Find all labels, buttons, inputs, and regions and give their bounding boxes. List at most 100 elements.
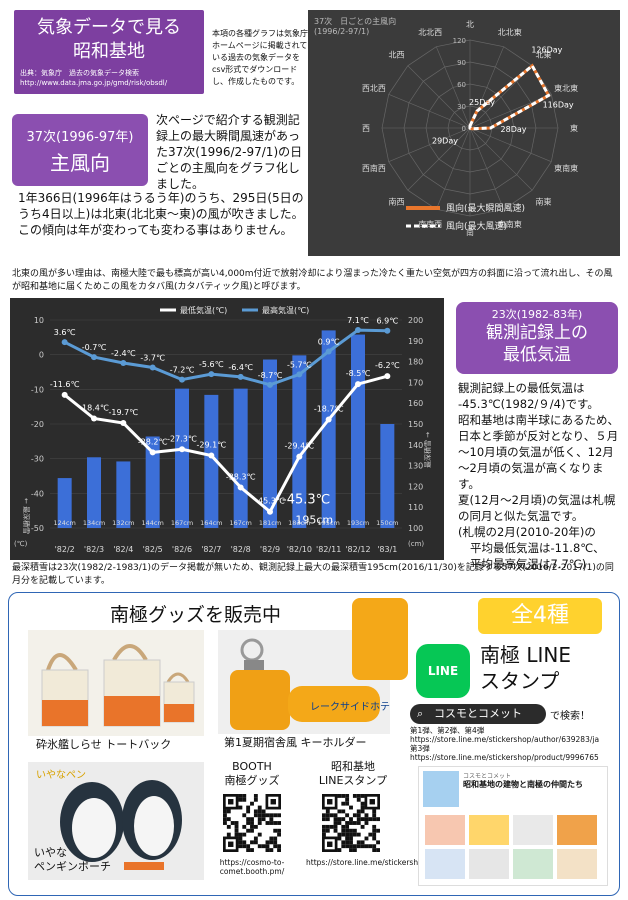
search-icon: ⌕ bbox=[417, 707, 424, 720]
radar-day-label: 29Day bbox=[432, 136, 458, 145]
qr-module bbox=[372, 813, 377, 818]
sticker-preview-card[interactable]: コスモとコメット 昭和基地の建物と南極の仲間たち bbox=[418, 766, 608, 886]
snow-depth-note: 最深積雪は23次(1982/2-1983/1)のデータ掲載が無いため、観測記録上… bbox=[12, 563, 614, 586]
left-tick-label: -50 bbox=[31, 524, 44, 533]
min-temp-data-label: -18.4℃ bbox=[79, 403, 109, 412]
qr-module bbox=[372, 832, 377, 837]
snow-bar-label: 195cm bbox=[318, 519, 340, 527]
radar-direction-label: 南 bbox=[466, 227, 474, 237]
radar-direction-label: 南南東 bbox=[498, 219, 522, 229]
radar-direction-label: 南南西 bbox=[418, 219, 442, 229]
wind-badge-title: 主風向 bbox=[50, 151, 110, 175]
qr-module bbox=[277, 832, 281, 837]
min-temp-data-label: -11.6℃ bbox=[50, 380, 80, 389]
snow-bar bbox=[233, 388, 248, 528]
radar-ring-label: 30 bbox=[457, 103, 466, 111]
qr-module bbox=[325, 813, 330, 818]
qr-module bbox=[234, 828, 239, 833]
low-text-2: -45.3℃(1982/９/4)です。 bbox=[458, 397, 599, 411]
min-temp-data-label: -18.7℃ bbox=[314, 404, 344, 413]
qr-module bbox=[257, 817, 262, 822]
qr-module bbox=[261, 813, 266, 818]
max-temp-data-label: 6.9℃ bbox=[376, 317, 398, 326]
qr-module bbox=[356, 794, 361, 798]
qr-module bbox=[356, 821, 361, 825]
search-pill-label: コスモとコメット bbox=[434, 707, 522, 720]
right-tick-label: 200 bbox=[408, 316, 423, 325]
x-tick-label: '82/5 bbox=[143, 545, 163, 554]
max-temp-data-label: -7.2℃ bbox=[170, 366, 195, 375]
qr-finder-core bbox=[327, 841, 333, 847]
snow-bar-label: 164cm bbox=[200, 519, 222, 527]
min-temp-point bbox=[325, 416, 332, 423]
snow-bar bbox=[87, 457, 101, 528]
qr-module bbox=[250, 828, 254, 833]
radar-direction-label: 西南西 bbox=[362, 163, 386, 173]
qr-module bbox=[345, 794, 350, 798]
sticker-card-author: コスモとコメット bbox=[463, 773, 512, 780]
max-temp-point bbox=[61, 339, 68, 346]
qr-module bbox=[253, 813, 258, 818]
qr-module bbox=[257, 832, 262, 837]
right-tick-label: 110 bbox=[408, 503, 423, 512]
booth-label-line2: 南極グッズ bbox=[224, 774, 280, 787]
keyholder-photo: レークサイドホテル bbox=[218, 630, 400, 734]
line-qr-label-line1: 昭和基地 bbox=[331, 760, 375, 773]
line-qr-code[interactable] bbox=[322, 794, 380, 852]
legend-min-label: 最低気温(℃) bbox=[180, 305, 227, 315]
min-temp-point bbox=[384, 373, 391, 380]
title-line1: 気象データで見る bbox=[37, 17, 181, 38]
qr-module bbox=[337, 817, 342, 822]
snow-bar bbox=[57, 478, 72, 528]
line-qr-label: 昭和基地 LINEスタンプ bbox=[306, 760, 400, 788]
qr-module bbox=[246, 821, 251, 825]
qr-module bbox=[333, 817, 338, 822]
source-url[interactable]: http://www.data.jma.go.jp/gmd/risk/obsdl… bbox=[20, 79, 168, 87]
low-temp-text: 観測記録上の最低気温は -45.3℃(1982/９/4)です。 昭和基地は南半球… bbox=[458, 380, 622, 572]
qr-module bbox=[356, 832, 361, 837]
qr-module bbox=[349, 844, 353, 849]
qr-finder-core bbox=[327, 799, 333, 805]
max-temp-data-label: -2.4℃ bbox=[111, 349, 136, 358]
low-badge-title1: 観測記録上の bbox=[486, 323, 588, 343]
qr-module bbox=[352, 848, 357, 852]
radar-spoke-10 bbox=[407, 127, 471, 191]
booth-url[interactable]: https://cosmo-to-comet.booth.pm/ bbox=[219, 858, 285, 876]
x-tick-label: '82/12 bbox=[345, 545, 370, 554]
qr-module bbox=[356, 813, 361, 818]
min-temp-line bbox=[63, 374, 388, 515]
qr-module bbox=[277, 844, 281, 849]
max-temp-data-label: -3.7℃ bbox=[140, 353, 165, 362]
x-tick-label: '83/1 bbox=[377, 545, 397, 554]
search-pill[interactable]: ⌕ コスモとコメット bbox=[410, 704, 546, 724]
wind-text-trend: この傾向は年が変わっても変わる事はありません。 bbox=[18, 223, 293, 237]
qr-module bbox=[345, 844, 350, 849]
page-title: 気象データで見る 昭和基地 bbox=[22, 16, 196, 64]
right-tick-label: 100 bbox=[408, 524, 423, 533]
qr-module bbox=[376, 828, 380, 833]
sticker-url-b[interactable]: https://store.line.me/stickershop/produc… bbox=[410, 753, 599, 762]
radar-spoke-5 bbox=[469, 127, 552, 162]
right-tick-label: 160 bbox=[408, 399, 423, 408]
sticker-series-a: 第1弾、第2弾、第4弾 bbox=[410, 726, 485, 735]
line-qr-url[interactable]: https://store.line.me/stickershop/author… bbox=[306, 858, 496, 867]
qr-module bbox=[364, 844, 369, 849]
min-temp-point bbox=[208, 452, 215, 459]
qr-module bbox=[226, 824, 231, 829]
right-axis-label: 最深積雪 → bbox=[423, 432, 432, 468]
qr-module bbox=[250, 821, 254, 825]
lowest-temp-highlight: -45.3℃ bbox=[282, 493, 330, 508]
qr-module bbox=[261, 817, 266, 822]
qr-module bbox=[257, 821, 262, 825]
qr-module bbox=[238, 844, 243, 849]
x-tick-label: '82/7 bbox=[201, 545, 221, 554]
right-tick-label: 170 bbox=[408, 378, 423, 387]
left-tick-label: -30 bbox=[31, 455, 44, 464]
sticker-url-a[interactable]: https://store.line.me/stickershop/author… bbox=[410, 735, 600, 744]
qr-module bbox=[242, 824, 247, 829]
penguin-pouch-photo: いやなペン bbox=[28, 762, 204, 880]
snow-bar-label: 144cm bbox=[142, 519, 164, 527]
qr-module bbox=[238, 797, 243, 802]
booth-qr-code[interactable] bbox=[223, 794, 281, 852]
radar-spoke-7 bbox=[469, 127, 504, 210]
